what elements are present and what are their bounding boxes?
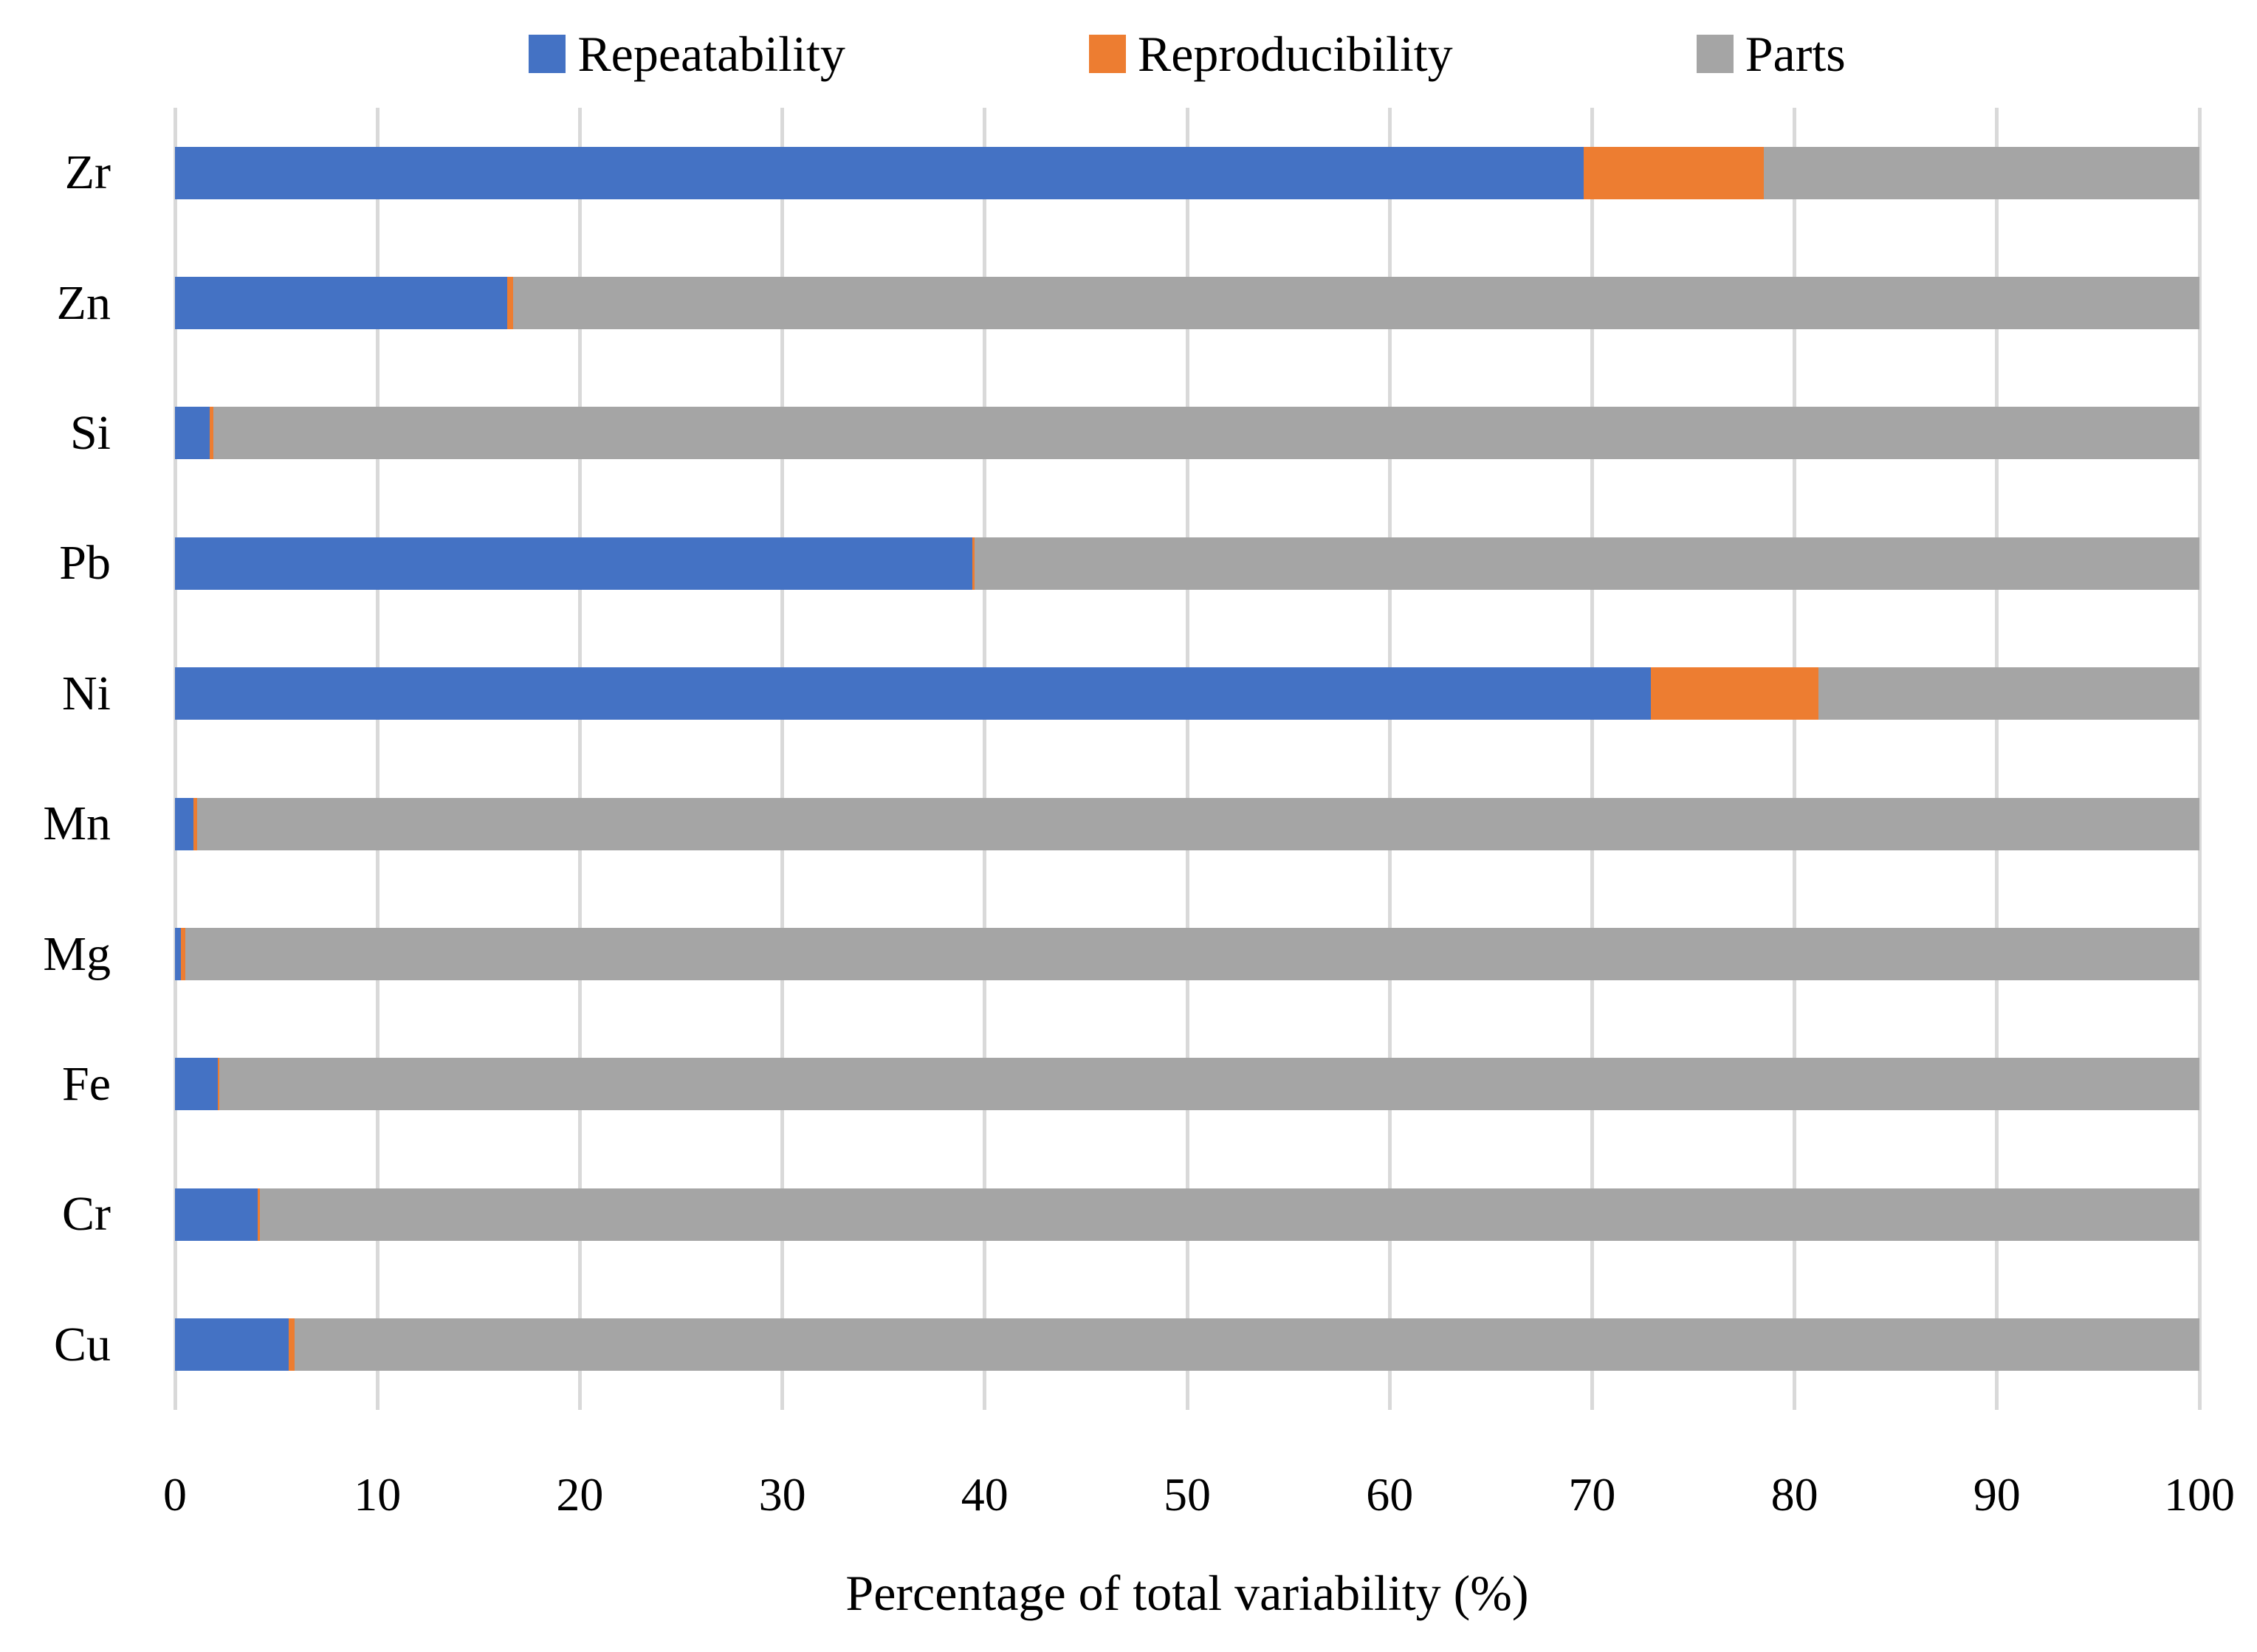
gridline-90 [1995,108,1999,1410]
gridline-60 [1387,108,1392,1410]
stacked-bar-zn [175,277,2199,330]
x-tick-label-0: 0 [163,1468,187,1521]
bar-segment-ni-reproducibility [1650,667,1819,720]
bar-segment-fe-reproducibility [217,1058,220,1111]
category-axis-labels: Zr Zn Si Pb Ni Mn Mg Fe Cr Cu [0,108,111,1410]
category-label-zn: Zn [56,275,111,330]
plot-area [173,108,2202,1410]
gridline-10 [375,108,379,1410]
legend-label: Parts [1745,26,1846,82]
legend-swatch-icon [1088,35,1126,73]
x-tick-label-70: 70 [1568,1468,1616,1521]
category-label-pb: Pb [59,536,111,591]
x-tick-label-40: 40 [961,1468,1009,1521]
bar-segment-cr-parts [260,1188,2199,1241]
bar-segment-zr-parts [1764,146,2199,199]
stacked-bar-mn [175,797,2199,850]
stacked-bar-cu [175,1318,2199,1371]
stacked-bar-cr [175,1188,2199,1241]
bar-segment-mg-parts [185,928,2199,981]
bar-segment-zn-parts [512,277,2199,330]
bar-segment-ni-repeatability [175,667,1651,720]
stacked-bar-fe [175,1058,2199,1111]
bar-segment-mn-repeatability [175,797,193,850]
bar-segment-zr-reproducibility [1584,146,1765,199]
legend-swatch-icon [1696,35,1734,73]
bar-row-mn [175,759,2199,889]
bar-row-zn [175,238,2199,368]
bar-row-pb [175,498,2199,628]
bar-segment-fe-parts [219,1058,2199,1111]
bar-segment-zr-repeatability [175,146,1584,199]
bar-row-zr [175,108,2199,238]
category-label-cr: Cr [62,1187,111,1242]
gridline-50 [1185,108,1189,1410]
bar-segment-fe-repeatability [175,1058,218,1111]
legend-item-reproducibility: Reproducibility [1088,26,1453,82]
bar-segment-pb-repeatability [175,537,973,590]
bar-segment-si-reproducibility [209,407,214,460]
bar-segment-si-repeatability [175,407,210,460]
category-label-ni: Ni [62,666,111,720]
bar-segment-cr-repeatability [175,1188,258,1241]
x-tick-label-50: 50 [1164,1468,1211,1521]
legend-item-repeatability: Repeatability [529,29,845,79]
legend-label: Reproducibility [1137,26,1453,82]
bar-segment-si-parts [213,407,2199,460]
bar-row-cr [175,1149,2199,1279]
gridline-20 [577,108,582,1410]
x-tick-label-100: 100 [2164,1468,2235,1521]
bar-segment-cu-parts [294,1318,2199,1371]
category-label-si: Si [69,405,111,460]
x-tick-label-90: 90 [1973,1468,2021,1521]
bar-row-mg [175,889,2199,1019]
bar-segment-zn-repeatability [175,277,507,330]
x-tick-label-80: 80 [1770,1468,1818,1521]
category-label-zr: Zr [64,145,111,200]
bar-segment-mn-reproducibility [193,797,198,850]
gridline-80 [1793,108,1797,1410]
legend-label: Repeatability [577,26,845,82]
bar-segment-pb-parts [975,537,2199,590]
x-tick-label-10: 10 [354,1468,402,1521]
bar-segment-cu-reproducibility [288,1318,295,1371]
bar-segment-cr-reproducibility [258,1188,261,1241]
gridline-30 [780,108,785,1410]
x-tick-label-30: 30 [758,1468,806,1521]
x-tick-label-20: 20 [556,1468,604,1521]
category-label-cu: Cu [53,1317,111,1371]
gridline-70 [1590,108,1594,1410]
gridline-100 [2197,108,2202,1410]
bar-segment-zn-reproducibility [506,277,513,330]
category-label-fe: Fe [62,1056,111,1111]
bar-segment-mn-parts [197,797,2199,850]
chart-legend: Repeatability Reproducibility Parts [175,13,2199,94]
bar-segment-ni-parts [1818,667,2199,720]
legend-swatch-icon [529,35,566,73]
category-label-mn: Mn [43,796,111,851]
stacked-bar-si [175,407,2199,460]
stacked-bar-zr [175,146,2199,199]
bar-row-ni [175,629,2199,759]
value-axis-labels: 0 10 20 30 40 50 60 70 80 90 100 [163,1465,2235,1524]
bar-segment-mg-reproducibility [181,928,185,981]
legend-item-parts: Parts [1696,26,1846,82]
x-axis-title: Percentage of total variability (%) [845,1565,1529,1621]
x-tick-label-60: 60 [1366,1468,1414,1521]
stacked-bar-ni [175,667,2199,720]
stacked-bar-pb [175,537,2199,590]
bar-row-cu [175,1280,2199,1410]
bar-segment-mg-repeatability [175,928,182,981]
bar-segment-cu-repeatability [175,1318,289,1371]
gridline-40 [983,108,987,1410]
bar-row-si [175,368,2199,498]
gridline-0 [173,108,177,1410]
bar-row-fe [175,1019,2199,1149]
category-label-mg: Mg [43,926,111,981]
bar-segment-pb-reproducibility [972,537,975,590]
stacked-bar-mg [175,928,2199,981]
